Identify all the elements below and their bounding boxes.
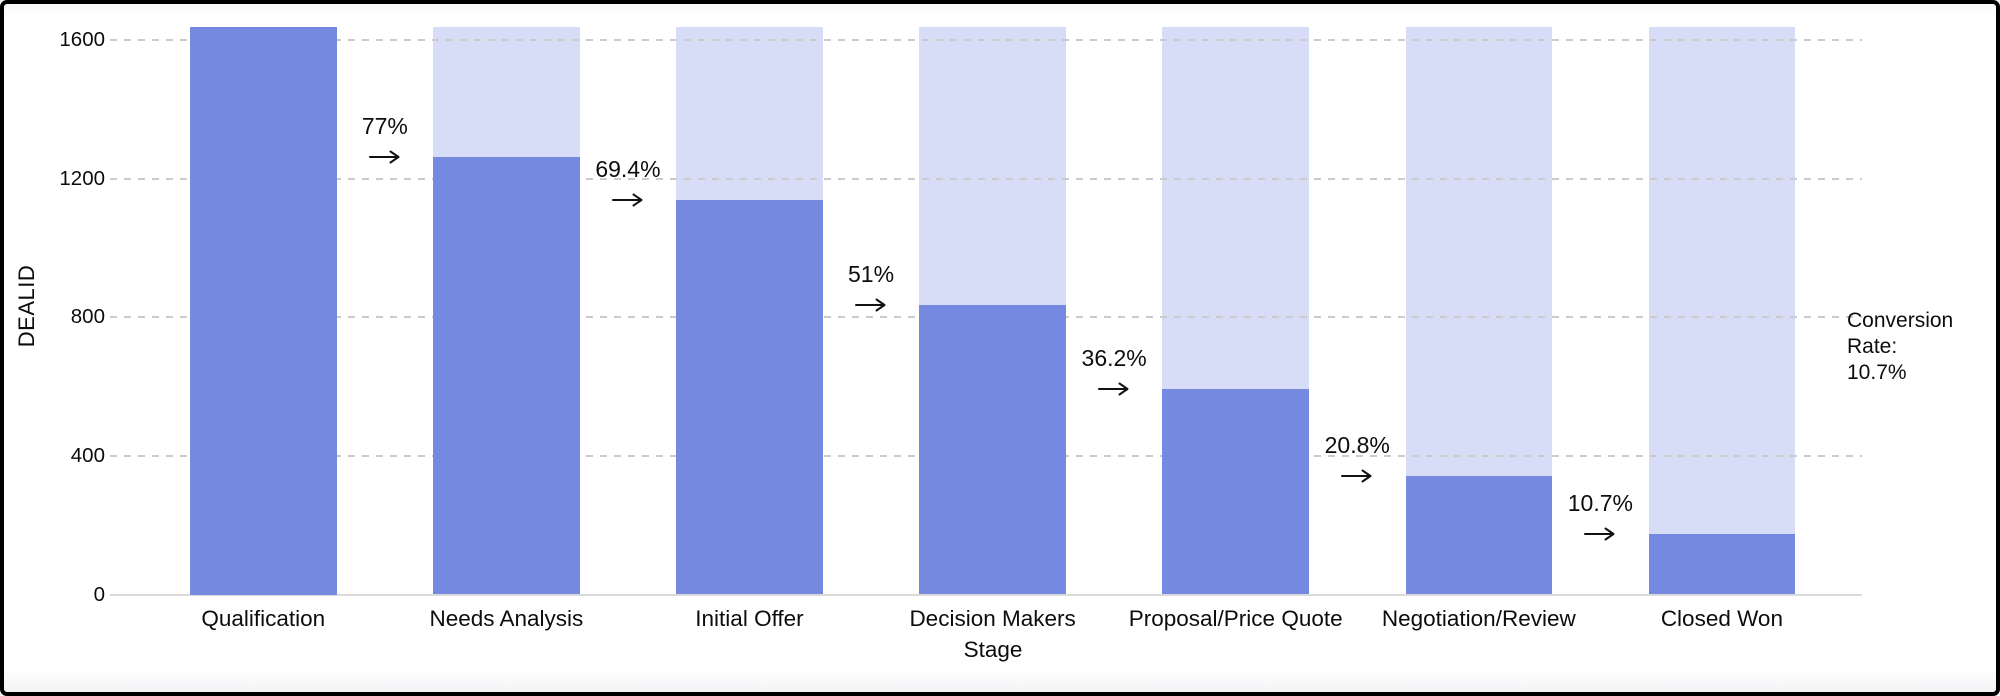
conversion-rate-note-line1: Conversion Rate: <box>1847 309 1954 358</box>
bar-background-closed-won <box>1648 26 1796 595</box>
conversion-label-initial-offer: 69.4% <box>595 156 661 183</box>
conversion-rate-note-line2: 10.7% <box>1847 361 1907 384</box>
x-tick-proposal-price-quote: Proposal/Price Quote <box>1128 606 1343 631</box>
arrow-right-icon <box>368 150 401 169</box>
bar-decision-makers[interactable] <box>919 304 1066 595</box>
conversion-label-closed-won: 10.7% <box>1567 489 1633 516</box>
x-tick-needs-analysis: Needs Analysis <box>429 606 584 631</box>
bar-needs-analysis[interactable] <box>433 157 580 595</box>
conversion-rate-note: Conversion Rate: 10.7% <box>1847 308 1997 386</box>
y-tick-0: 0 <box>93 582 105 606</box>
conversion-label-negotiation-review: 20.8% <box>1324 432 1390 459</box>
bar-negotiation-review[interactable] <box>1405 476 1553 595</box>
x-tick-qualification: Qualification <box>201 606 326 631</box>
y-tick-400: 400 <box>70 443 105 467</box>
bar-qualification[interactable] <box>190 26 337 595</box>
x-tick-negotiation-review: Negotiation/Review <box>1381 606 1576 631</box>
bar-proposal-price-quote[interactable] <box>1162 388 1309 595</box>
bar-closed-won[interactable] <box>1648 533 1796 595</box>
arrow-right-icon <box>1098 382 1130 401</box>
conversion-label-decision-makers: 51% <box>848 260 895 287</box>
conversion-label-needs-analysis: 77% <box>361 113 408 140</box>
gridline-1600 <box>110 39 1862 42</box>
x-tick-closed-won: Closed Won <box>1660 606 1783 631</box>
x-axis-title: Stage <box>963 637 1023 662</box>
gridline-1200 <box>110 177 1862 180</box>
x-tick-decision-makers: Decision Makers <box>909 606 1076 631</box>
y-tick-1600: 1600 <box>59 28 105 52</box>
y-tick-800: 800 <box>70 305 105 329</box>
y-axis-title: DEALID <box>14 264 39 348</box>
arrow-right-icon <box>855 298 887 317</box>
x-tick-initial-offer: Initial Offer <box>695 606 804 631</box>
arrow-right-icon <box>1341 469 1373 488</box>
bar-initial-offer[interactable] <box>676 200 823 595</box>
conversion-label-proposal-price-quote: 36.2% <box>1081 344 1147 371</box>
x-axis-line <box>110 593 1862 596</box>
y-tick-1200: 1200 <box>59 166 105 190</box>
arrow-right-icon <box>611 193 644 212</box>
arrow-right-icon <box>1584 527 1616 546</box>
